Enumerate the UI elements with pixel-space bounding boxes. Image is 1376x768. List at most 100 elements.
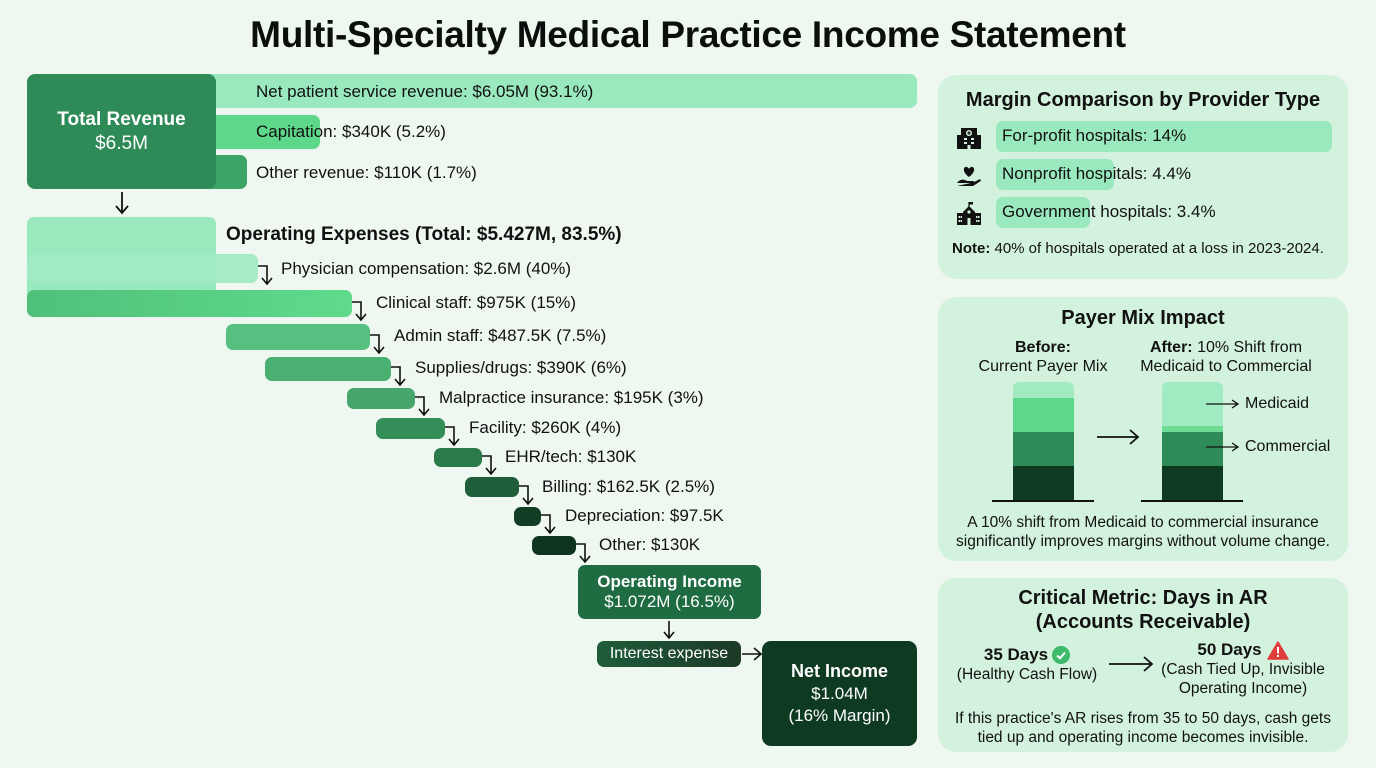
interest-expense-box: Interest expense — [597, 641, 741, 667]
days-in-ar-panel: Critical Metric: Days in AR (Accounts Re… — [938, 578, 1348, 752]
ar-caption: If this practice's AR rises from 35 to 5… — [938, 709, 1348, 747]
nonprofit-label: Nonprofit hospitals: 4.4% — [1002, 164, 1191, 183]
other-revenue-label: Other revenue: $110K (1.7%) — [256, 163, 477, 182]
margin-note-bold: Note: — [952, 240, 991, 257]
payer-mix-title: Payer Mix Impact — [1061, 307, 1225, 329]
interest-expense-label: Interest expense — [609, 645, 729, 662]
step-arrow-icon — [415, 396, 430, 417]
margin-note-text: 40% of hospitals operated at a loss in 2… — [990, 240, 1324, 257]
malpractice-bar — [347, 388, 415, 409]
step-arrow-icon — [370, 334, 385, 355]
arrow-down-icon — [115, 192, 129, 215]
operating-income-box: Operating Income $1.072M (16.5%) — [578, 565, 761, 619]
before-segment-commercial — [1013, 432, 1074, 466]
margin-note: Note: 40% of hospitals operated at a los… — [952, 240, 1324, 257]
before-text: Current Payer Mix — [978, 358, 1108, 375]
net-patient-revenue-bar — [200, 74, 917, 108]
net-patient-revenue-label: Net patient service revenue: $6.05M (93.… — [256, 82, 594, 101]
step-arrow-icon — [445, 426, 460, 447]
before-segment-medicare — [1013, 466, 1074, 500]
after-heading: After: 10% Shift from Medicaid to Commer… — [1122, 338, 1330, 376]
operating-income-label: Operating Income — [597, 572, 742, 591]
supplies-drugs-bar — [265, 357, 391, 381]
medicaid-label: Medicaid — [1245, 395, 1310, 412]
ehr-tech-label: EHR/tech: $130K — [505, 447, 637, 466]
billing-bar — [465, 477, 519, 497]
step-arrow-icon — [391, 366, 406, 387]
after-segment-medicare — [1162, 466, 1223, 500]
ar-after: 50 Days (Cash Tied Up, Invisible Operati… — [1158, 640, 1328, 698]
warning-triangle-icon — [1266, 640, 1289, 660]
margin-row-government: Government hospitals: 3.4% — [952, 197, 1334, 229]
ar-before-value: 35 Days — [983, 645, 1049, 664]
physician-compensation-bar — [27, 254, 258, 283]
supplies-drugs-label: Supplies/drugs: $390K (6%) — [415, 358, 627, 377]
total-revenue-box: Total Revenue $6.5M — [27, 74, 216, 189]
total-revenue-value: $6.5M — [95, 132, 148, 154]
after-segment-commercial — [1162, 432, 1223, 466]
payer-mix-panel: Payer Mix Impact Before: Current Payer M… — [938, 297, 1348, 561]
ar-after-sub-2: Operating Income) — [1178, 680, 1308, 697]
facility-label: Facility: $260K (4%) — [469, 418, 622, 437]
ar-caption-line1: If this practice's AR rises from 35 to 5… — [955, 710, 1331, 727]
payer-caption: A 10% shift from Medicaid to commercial … — [938, 513, 1348, 551]
malpractice-label: Malpractice insurance: $195K (3%) — [439, 388, 704, 407]
step-arrow-icon — [482, 455, 497, 476]
net-income-margin: (16% Margin) — [788, 706, 891, 725]
ar-caption-line2: tied up and operating income becomes inv… — [977, 729, 1309, 746]
commercial-label: Commercial — [1245, 438, 1331, 455]
arrow-right-icon — [742, 647, 763, 661]
heart-hand-icon — [957, 166, 981, 186]
step-arrow-icon — [258, 265, 273, 286]
step-arrow-icon — [519, 485, 534, 506]
pointer-arrow-icon — [1206, 442, 1240, 452]
ar-title-line1: Critical Metric: Days in AR — [1018, 587, 1268, 609]
depreciation-label: Depreciation: $97.5K — [565, 506, 724, 525]
for-profit-label: For-profit hospitals: 14% — [1002, 126, 1187, 145]
ar-before-sub: (Healthy Cash Flow) — [956, 666, 1098, 683]
operating-expenses-header: Operating Expenses (Total: $5.427M, 83.5… — [226, 224, 622, 245]
operating-income-value: $1.072M (16.5%) — [604, 592, 735, 611]
nonprofit-bar — [996, 159, 1114, 190]
before-segment-medicaid — [1013, 398, 1074, 432]
payer-caption-line1: A 10% shift from Medicaid to commercial … — [967, 514, 1319, 531]
payer-caption-line2: significantly improves margins without v… — [956, 533, 1330, 550]
arrow-right-icon — [1097, 429, 1140, 445]
ar-title-line2: (Accounts Receivable) — [1035, 611, 1251, 633]
other-expense-label: Other: $130K — [599, 535, 701, 554]
net-income-label: Net Income — [790, 661, 889, 681]
ar-title: Critical Metric: Days in AR (Accounts Re… — [938, 586, 1348, 634]
clinical-staff-bar — [27, 290, 352, 317]
ar-after-value: 50 Days — [1197, 640, 1262, 659]
ar-before: 35 Days (Healthy Cash Flow) — [952, 645, 1102, 684]
physician-compensation-label: Physician compensation: $2.6M (40%) — [281, 259, 572, 278]
capitation-bar — [200, 115, 320, 149]
clinical-staff-label: Clinical staff: $975K (15%) — [376, 293, 577, 312]
other-expense-bar — [532, 536, 576, 555]
ehr-tech-bar — [434, 448, 482, 467]
margin-comparison-panel: Margin Comparison by Provider Type For-p… — [938, 75, 1348, 279]
before-heading: Before: Current Payer Mix — [958, 338, 1128, 376]
before-segment-other — [1013, 382, 1074, 398]
before-bold: Before: — [1014, 339, 1071, 356]
for-profit-bar — [996, 121, 1332, 152]
facility-bar — [376, 418, 445, 439]
margin-comparison-title: Margin Comparison by Provider Type — [965, 89, 1321, 111]
net-income-box: Net Income $1.04M (16% Margin) — [762, 641, 917, 746]
step-arrow-icon — [576, 543, 591, 564]
margin-row-for-profit: For-profit hospitals: 14% — [952, 121, 1334, 153]
pointer-arrow-icon — [1206, 399, 1240, 409]
billing-label: Billing: $162.5K (2.5%) — [542, 477, 715, 496]
step-arrow-icon — [352, 301, 367, 322]
after-segment-transition — [1162, 426, 1223, 432]
after-text-1: 10% Shift from — [1192, 339, 1303, 356]
government-building-icon — [957, 202, 981, 225]
capitation-label: Capitation: $340K (5.2%) — [256, 122, 446, 141]
hospital-building-icon — [957, 128, 981, 149]
depreciation-bar — [514, 507, 541, 526]
margin-row-nonprofit: Nonprofit hospitals: 4.4% — [952, 159, 1334, 191]
step-arrow-icon — [541, 514, 556, 535]
page-title: Multi-Specialty Medical Practice Income … — [250, 14, 1126, 55]
before-baseline — [992, 500, 1094, 502]
arrow-right-icon — [1109, 656, 1154, 672]
